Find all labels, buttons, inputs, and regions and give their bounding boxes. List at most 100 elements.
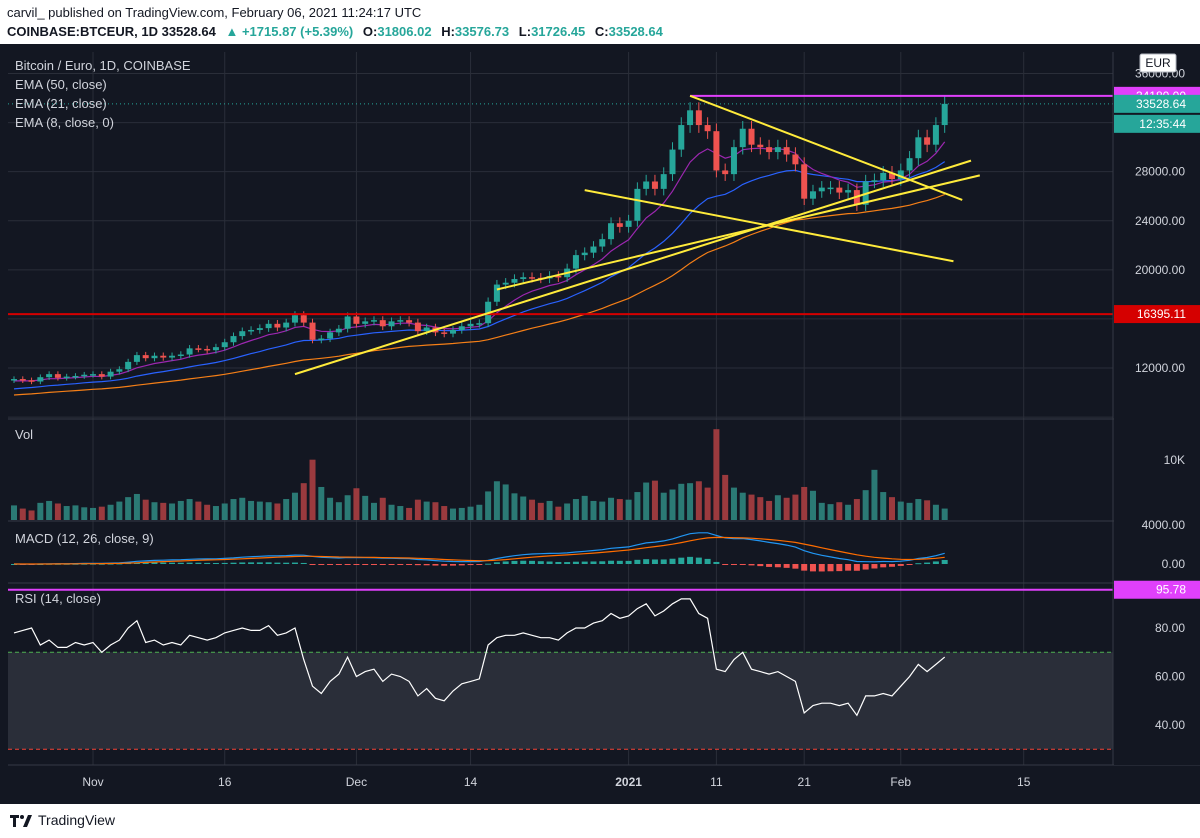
- volume-bar: [98, 506, 105, 520]
- price-axis[interactable]: 12000.0016000.0020000.0024000.0028000.00…: [1114, 52, 1200, 765]
- time-axis[interactable]: Nov 16 Dec 14 2021 11 21 Feb 15: [82, 775, 1030, 789]
- rsi-marker-tag: 95.78: [1156, 583, 1186, 597]
- candle-body: [98, 374, 105, 377]
- candle-body: [932, 125, 939, 145]
- volume-bar: [239, 497, 246, 520]
- candle-body: [695, 110, 702, 126]
- candle-body: [353, 316, 360, 324]
- candle-body: [379, 320, 386, 327]
- close-label: C:: [594, 24, 609, 39]
- volume-bar: [757, 497, 764, 520]
- grid: [8, 52, 1113, 765]
- volume-bar: [344, 495, 351, 520]
- volume-bar: [291, 492, 298, 520]
- macd-histogram-bar: [687, 556, 694, 564]
- volume-bar: [739, 492, 746, 520]
- macd-histogram-bar: [783, 564, 790, 568]
- price-tick-label: 12000.00: [1135, 361, 1185, 375]
- macd-histogram-bar: [897, 564, 904, 566]
- volume-bar: [862, 490, 869, 520]
- volume-bar: [177, 500, 184, 520]
- candle-body: [283, 322, 290, 328]
- macd-histogram-bar: [766, 564, 773, 567]
- candle-body: [291, 315, 298, 323]
- macd-histogram-bar: [344, 564, 351, 565]
- price-chart[interactable]: 12000.0016000.0020000.0024000.0028000.00…: [0, 44, 1200, 804]
- bar-countdown-tag-bg: [1114, 114, 1200, 133]
- candle-body: [309, 322, 316, 340]
- macd-histogram-bar: [660, 559, 667, 564]
- candle-body: [151, 355, 158, 359]
- open-label: O:: [362, 24, 378, 39]
- volume-bar: [283, 499, 290, 520]
- candle-body: [248, 329, 255, 332]
- candle-body: [397, 320, 404, 322]
- candle-body: [195, 348, 202, 350]
- macd-histogram-bar: [327, 564, 334, 566]
- volume-bar: [46, 500, 53, 520]
- macd-histogram-bar: [450, 564, 456, 566]
- macd-histogram-bar: [634, 559, 641, 564]
- candle-body: [370, 320, 377, 322]
- volume-bar: [906, 502, 913, 520]
- symbol-quote-line: COINBASE:BTCEUR, 1D 33528.64 ▲ +1715.87 …: [7, 24, 669, 39]
- macd-histogram-bar: [485, 563, 492, 565]
- macd-histogram-bar: [695, 557, 702, 564]
- volume-bar: [441, 506, 448, 520]
- candle-body: [818, 187, 825, 192]
- macd-histogram-bar: [853, 564, 860, 571]
- macd-histogram-bar: [493, 562, 500, 564]
- macd-histogram-bar: [616, 560, 623, 564]
- candle-body: [335, 328, 342, 333]
- volume-bar: [204, 504, 211, 520]
- volume-bar: [379, 497, 386, 520]
- macd-histogram-bar: [309, 564, 316, 565]
- time-tick-label: 11: [710, 775, 723, 789]
- candle-body: [757, 144, 764, 148]
- volume-bar: [63, 506, 70, 520]
- candle-body: [46, 374, 53, 378]
- volume-bar: [537, 502, 544, 520]
- macd-histogram-bar: [370, 564, 377, 565]
- signal-line: [14, 536, 945, 565]
- volume-bar: [90, 507, 97, 520]
- open-value: 31806.02: [377, 24, 432, 39]
- candle-body: [880, 172, 887, 181]
- candle-body: [608, 223, 615, 240]
- macd-histogram-bar: [458, 564, 465, 566]
- candle-body: [520, 277, 527, 280]
- macd-histogram-bar: [335, 564, 342, 565]
- candle-body: [669, 149, 676, 175]
- volume-bar: [423, 501, 430, 520]
- macd-histogram-bar: [274, 562, 281, 564]
- rsi-line: [13, 598, 946, 717]
- volume-bar: [335, 502, 342, 520]
- volume-bar: [520, 496, 527, 520]
- candle-body: [467, 323, 474, 327]
- macd-histogram-bar: [300, 562, 307, 564]
- volume-bar: [634, 492, 641, 520]
- candle-body: [186, 348, 193, 355]
- volume-bar: [722, 474, 729, 520]
- macd-histogram-bar: [555, 561, 562, 564]
- volume-bar: [730, 487, 737, 520]
- rsi-marker-tag-bg: [1114, 580, 1200, 599]
- macd-histogram-bar: [283, 562, 290, 564]
- volume-bar: [467, 506, 474, 520]
- volume-bar: [809, 490, 816, 520]
- candle-body: [362, 321, 369, 324]
- high-value: 33576.73: [454, 24, 510, 39]
- macd-histogram-bar: [414, 564, 421, 566]
- volume-bar: [889, 497, 895, 520]
- volume-bar: [502, 484, 509, 520]
- candle-body: [766, 147, 773, 153]
- macd-histogram-bar: [941, 559, 948, 564]
- macd-histogram-bar: [739, 564, 746, 565]
- volume-bar: [669, 489, 676, 520]
- macd-histogram-bar: [142, 562, 149, 564]
- legend-vol: Vol: [15, 427, 34, 442]
- candle-body: [529, 277, 536, 279]
- volume-bar: [827, 504, 834, 520]
- candle-body: [423, 327, 430, 332]
- volume-bar: [388, 504, 395, 520]
